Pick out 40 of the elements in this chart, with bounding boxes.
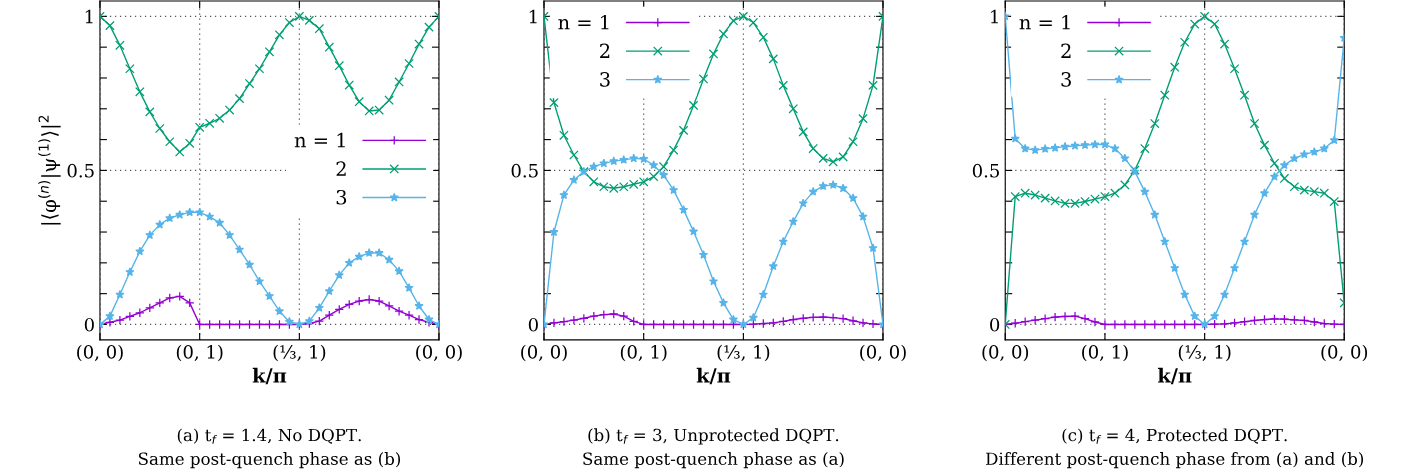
legend-label: 3 [336,189,347,205]
legend-label: 2 [1061,43,1071,58]
x-tick-label: (0, 0) [1321,344,1368,362]
legend-label: n = 1 [558,14,609,30]
y-tick-label: 0 [990,317,1000,332]
x-tick-label: (0, 0) [77,344,123,362]
text: Same post-quench phase as (a) [583,452,844,469]
y-tick-label: 1 [85,9,93,24]
text: (a) t$_{f}$ = 1.4, No DQPT. [177,428,361,444]
legend-label: n = 1 [294,132,345,148]
y-tick-label: 0.5 [972,163,999,178]
y-tick-label: 0 [84,317,94,332]
x-tick-label: (0, 1) [176,344,223,362]
y-tick-label: 0 [528,317,538,332]
x-axis-title: k/π [1158,367,1192,385]
x-tick-label: (0, 1) [1082,344,1128,362]
x-tick-label: (0, 0) [521,344,567,362]
x-tick-label: (0, 0) [860,344,906,362]
x-tick-label: (0, 0) [416,344,462,362]
y-tick-label: 1 [529,9,537,24]
y-tick-label: 1 [991,9,998,24]
x-tick-label: (⅓, 1) [717,344,770,362]
x-tick-label: (0, 0) [982,344,1029,362]
legend-label: n = 1 [1019,14,1070,30]
x-tick-label: (⅓, 1) [273,344,326,362]
y-tick-label: 0.5 [67,163,94,178]
y-axis-title: |⟨φ$^{(n)}$|ψ$^{(1)}$⟩|$^{2}$ [38,115,61,225]
x-tick-label: (0, 1) [620,344,667,362]
legend-label: 3 [1061,71,1071,87]
legend-label: 2 [336,161,346,176]
x-axis-title: k/π [252,367,287,385]
x-axis-title: k/π [696,367,731,385]
y-tick-label: 0.5 [511,163,538,178]
text: Same post-quench phase as (b) [138,452,401,469]
legend-label: 2 [600,43,610,58]
legend-label: 3 [600,71,610,87]
text: (c) t$_{f}$ = 4, Protected DQPT. [1062,428,1287,444]
text: Different post-quench phase from (a) and (b) [986,452,1364,469]
text: (b) t$_{f}$ = 3, Unprotected DQPT. [588,428,839,445]
x-tick-label: (⅓, 1) [1178,344,1231,362]
